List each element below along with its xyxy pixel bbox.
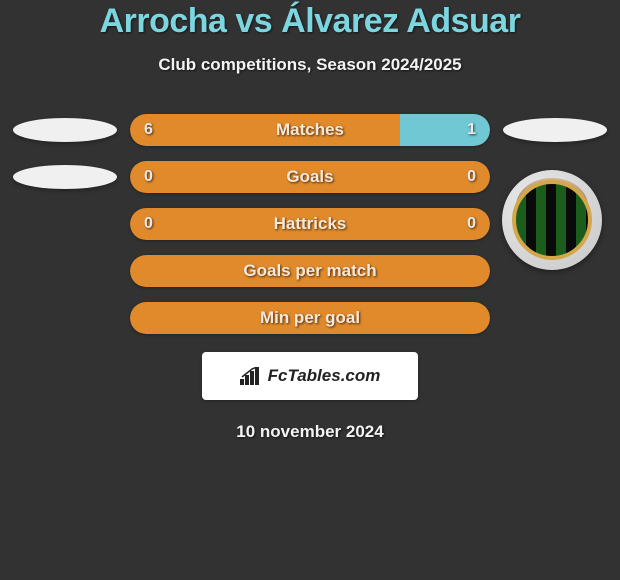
stat-bar: Goals per match (130, 255, 490, 287)
stat-row: Min per goal (0, 301, 620, 334)
stat-bar: 61Matches (130, 114, 490, 146)
branding-text: FcTables.com (268, 366, 381, 386)
stat-label: Matches (130, 114, 490, 146)
stat-bar: 00Hattricks (130, 208, 490, 240)
stat-label: Min per goal (130, 302, 490, 334)
page-subtitle: Club competitions, Season 2024/2025 (0, 55, 620, 75)
stat-bar: Min per goal (130, 302, 490, 334)
right-badge-slot (490, 118, 620, 142)
stat-row: 61Matches (0, 113, 620, 146)
date-text: 10 november 2024 (0, 422, 620, 442)
stat-label: Goals per match (130, 255, 490, 287)
left-badge-slot (0, 165, 130, 189)
player-badge-left (13, 118, 117, 142)
branding-box: FcTables.com (202, 352, 418, 400)
stat-label: Hattricks (130, 208, 490, 240)
player-badge-left (13, 165, 117, 189)
left-badge-slot (0, 118, 130, 142)
club-badge-right (502, 170, 602, 270)
stat-label: Goals (130, 161, 490, 193)
stat-bar: 00Goals (130, 161, 490, 193)
chart-icon (240, 367, 262, 385)
player-badge-right (503, 118, 607, 142)
page-title: Arrocha vs Álvarez Adsuar (0, 2, 620, 41)
